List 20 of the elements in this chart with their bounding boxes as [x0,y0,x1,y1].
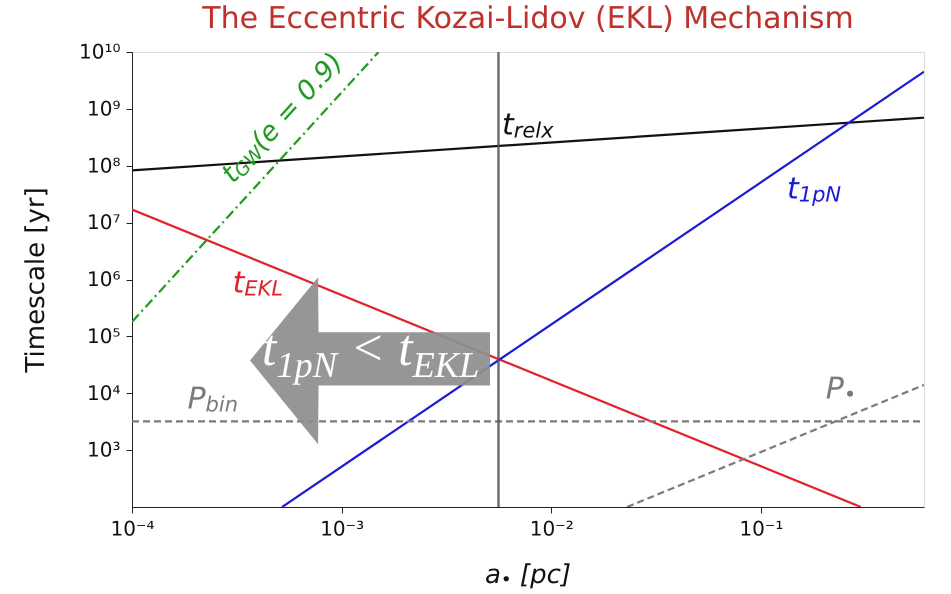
chart-title: The Eccentric Kozai-Lidov (EKL) Mechanism [201,1,854,36]
series-label: t1pN [786,172,842,207]
y-tick-label: 10⁴ [87,380,120,405]
y-tick-label: 10⁸ [87,153,120,178]
x-axis-title: a• [pc] [484,560,572,591]
y-tick-label: 10⁷ [87,210,120,234]
series-label: tEKL [232,266,284,301]
x-tick-label: 10⁻⁴ [110,516,155,540]
y-tick-label: 10³ [87,438,120,462]
y-tick-label: 10⁹ [87,96,120,120]
x-tick-label: 10⁻¹ [739,516,784,540]
x-tick-label: 10⁻³ [320,516,364,540]
y-tick-label: 10⁶ [87,267,120,291]
y-tick-label: 10⁵ [87,324,120,348]
y-tick-label: 10¹⁰ [79,40,120,64]
series-label: P• [826,371,856,406]
series-label: Pbin [187,381,238,416]
x-tick-label: 10⁻² [530,516,574,540]
y-axis-title: Timescale [yr] [21,187,51,374]
series-label: trelx [502,108,554,143]
